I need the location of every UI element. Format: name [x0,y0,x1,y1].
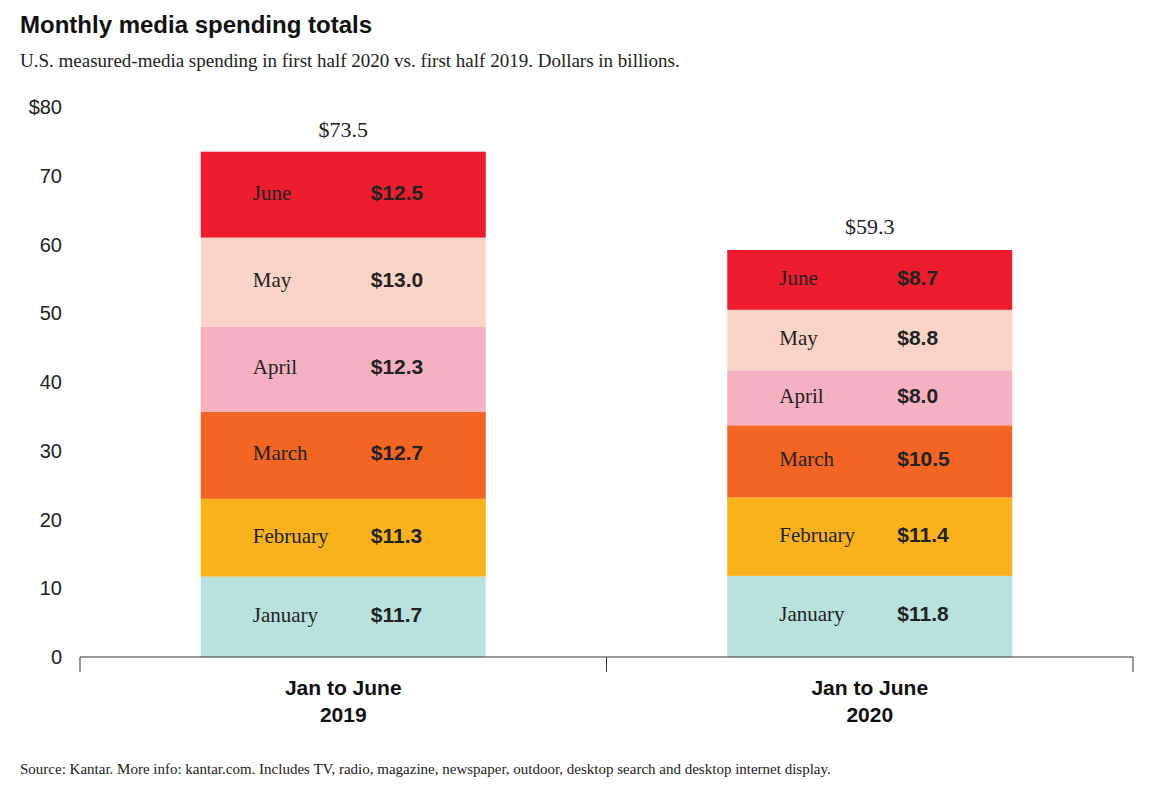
data-label: $11.8 [897,602,949,625]
bar-segment [201,577,486,657]
x-tick-label: Jan to June 2020 [811,676,928,726]
y-tick-label: 0 [51,646,62,668]
data-label: $8.8 [897,326,938,349]
bar-segment [201,412,486,499]
y-tick-label: 60 [40,234,62,256]
total-label: $59.3 [845,214,895,239]
bar-segment [727,250,1012,310]
segment-name: January [779,602,845,626]
data-label: $12.3 [371,355,424,378]
segment-name: June [253,181,292,205]
bar-segment [201,152,486,238]
y-tick-label: 20 [40,509,62,531]
y-tick-label: $80 [29,96,62,118]
segment-name: May [253,268,292,292]
data-labels: January $11.7 February $11.3 March $12.7 April… [253,117,950,627]
data-label: $8.7 [897,266,938,289]
subtitle: U.S. measured-media spending in first ha… [20,50,680,71]
data-label: $11.7 [371,603,422,626]
source: Source: Kantar. More info: kantar.com. I… [20,761,831,777]
segment-name: January [253,603,319,627]
data-label: $10.5 [897,447,950,470]
data-label: $13.0 [371,268,424,291]
bar-segment [727,576,1012,657]
data-label: $11.3 [371,524,422,547]
data-label: $11.4 [897,523,949,546]
title: Monthly media spending totals [20,11,372,38]
x-axis-divider [606,657,607,672]
x-axis-divider [80,657,81,672]
x-tick-line: 2020 [846,703,893,726]
segment-name: February [779,523,855,547]
x-tick-line: Jan to June [811,676,928,699]
bar-segment [727,425,1012,497]
x-tick-line: Jan to June [285,676,402,699]
x-tick-label: Jan to June 2019 [285,676,402,726]
total-label: $73.5 [319,117,369,142]
segment-name: April [253,355,297,379]
segment-name: May [779,326,818,350]
data-label: $12.5 [371,181,424,204]
x-axis [80,657,1133,672]
segment-name: March [779,447,834,471]
bar-segment [727,310,1012,371]
segment-name: June [779,266,818,290]
x-tick-line: 2019 [320,703,367,726]
segment-name: March [253,441,308,465]
bar-segment [727,498,1012,576]
bar-segment [727,370,1012,425]
bars [201,152,1013,657]
bar-segment [201,238,486,327]
data-label: $8.0 [897,384,938,407]
y-axis: 0 10 20 30 40 50 60 70 $80 [29,96,62,668]
x-axis-divider [1133,657,1134,672]
data-label: $12.7 [371,441,424,464]
segment-name: April [779,384,823,408]
y-tick-label: 10 [40,577,62,599]
chart: Monthly media spending totals U.S. measur… [0,0,1168,799]
bar-segment [201,499,486,577]
bar-segment [201,327,486,412]
y-tick-label: 30 [40,440,62,462]
y-tick-label: 50 [40,302,62,324]
y-tick-label: 70 [40,165,62,187]
segment-name: February [253,524,329,548]
y-tick-label: 40 [40,371,62,393]
